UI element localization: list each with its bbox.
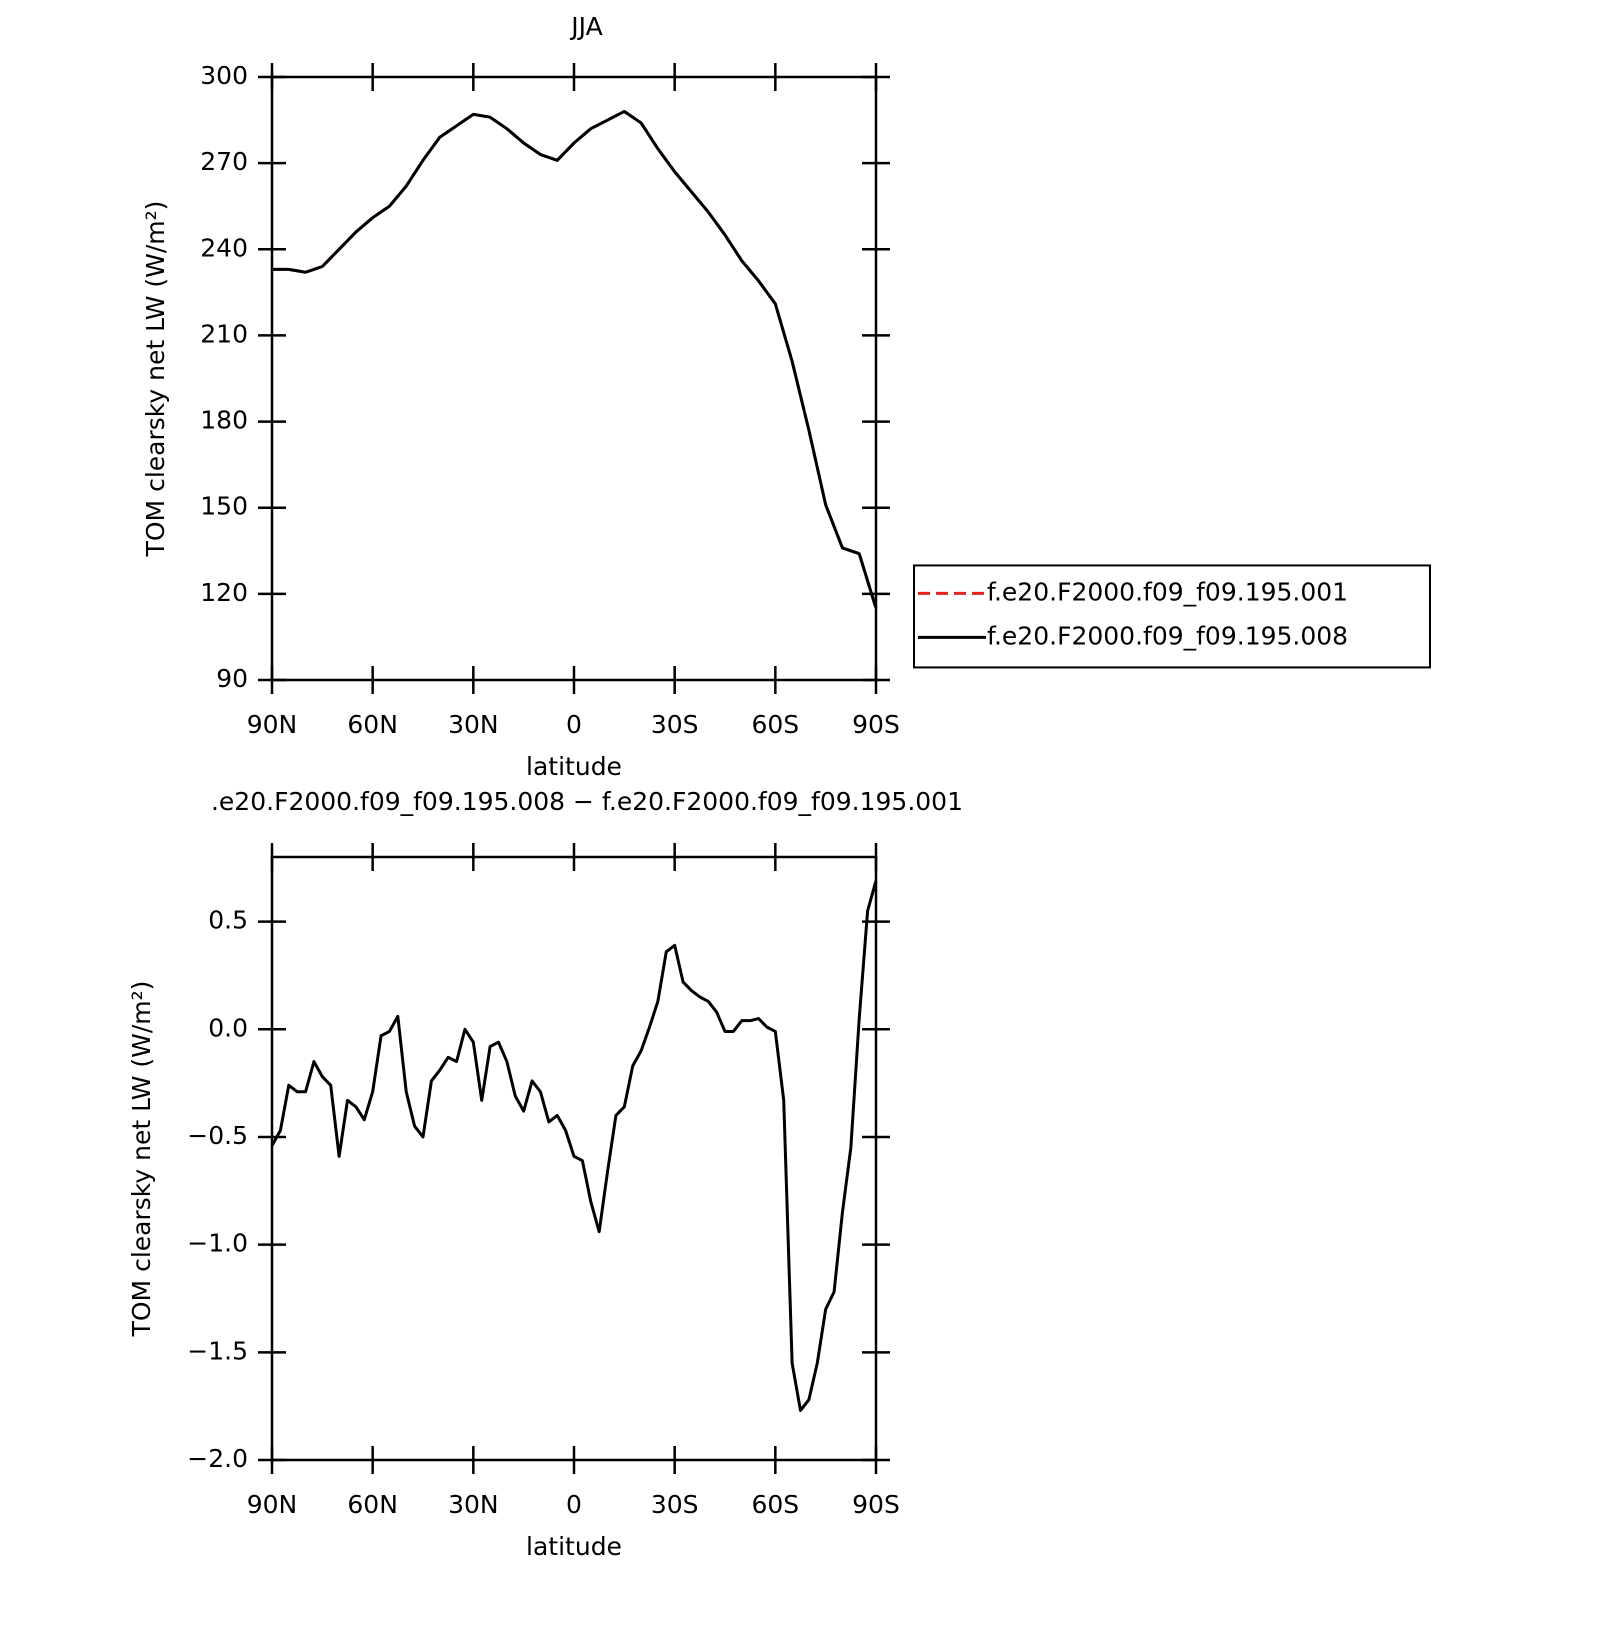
x-axis-label: latitude bbox=[526, 752, 622, 781]
legend-box bbox=[913, 564, 1431, 669]
x-tick-label: 60S bbox=[751, 1490, 799, 1519]
x-tick-label: 30N bbox=[448, 710, 499, 739]
y-tick-label: 270 bbox=[200, 147, 248, 176]
x-tick-label: 30N bbox=[448, 1490, 499, 1519]
x-tick-label: 30S bbox=[651, 1490, 699, 1519]
y-tick-label: 210 bbox=[200, 319, 248, 348]
x-tick-label: 90S bbox=[852, 1490, 900, 1519]
y-tick-label: 120 bbox=[200, 578, 248, 607]
y-tick-label: 90 bbox=[216, 664, 248, 693]
x-tick-label: 60N bbox=[347, 710, 398, 739]
y-tick-label: 150 bbox=[200, 492, 248, 521]
x-tick-label: 60S bbox=[751, 710, 799, 739]
data-line bbox=[270, 880, 878, 1412]
chart-title: .e20.F2000.f09_f09.195.008 − f.e20.F2000… bbox=[211, 787, 963, 816]
y-tick-label: −1.0 bbox=[187, 1229, 248, 1258]
y-tick-label: 240 bbox=[200, 233, 248, 262]
y-axis-label: TOM clearsky net LW (W/m²) bbox=[127, 981, 156, 1338]
x-tick-label: 90N bbox=[247, 710, 298, 739]
y-tick-label: 0.0 bbox=[208, 1013, 248, 1042]
x-tick-label: 90S bbox=[852, 710, 900, 739]
data-line bbox=[272, 109, 878, 609]
y-tick-label: −0.5 bbox=[187, 1121, 248, 1150]
chart-title: JJA bbox=[569, 12, 602, 41]
y-tick-label: 180 bbox=[200, 406, 248, 435]
y-tick-label: −1.5 bbox=[187, 1336, 248, 1365]
x-tick-label: 30S bbox=[651, 710, 699, 739]
x-tick-label: 0 bbox=[566, 1490, 582, 1519]
y-tick-label: −2.0 bbox=[187, 1444, 248, 1473]
x-tick-label: 0 bbox=[566, 710, 582, 739]
data-line bbox=[272, 109, 878, 609]
y-tick-label: 0.5 bbox=[208, 906, 248, 935]
legend-label: f.e20.F2000.f09_f09.195.008 bbox=[987, 621, 1348, 650]
x-axis-label: latitude bbox=[526, 1532, 622, 1561]
legend-label: f.e20.F2000.f09_f09.195.001 bbox=[987, 577, 1348, 606]
x-tick-label: 60N bbox=[347, 1490, 398, 1519]
y-axis-label: TOM clearsky net LW (W/m²) bbox=[141, 201, 170, 558]
x-tick-label: 90N bbox=[247, 1490, 298, 1519]
plot-frame bbox=[270, 75, 878, 682]
y-tick-label: 300 bbox=[200, 61, 248, 90]
